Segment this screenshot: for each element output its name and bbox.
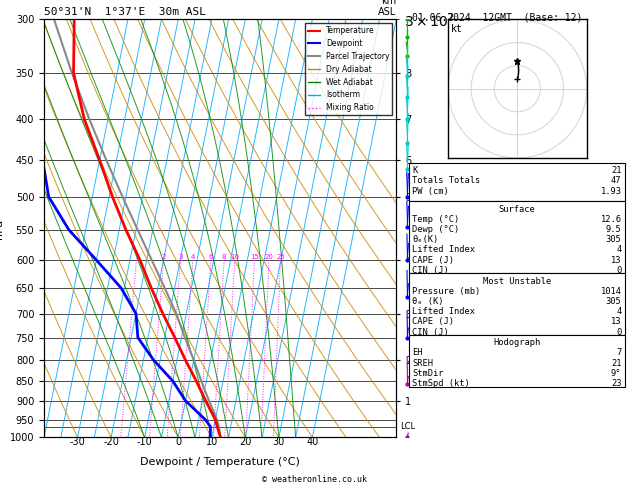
Text: 1: 1 (134, 254, 139, 260)
Text: 305: 305 (606, 235, 621, 244)
Text: 6: 6 (209, 254, 213, 260)
Text: -30: -30 (70, 437, 86, 448)
Text: 0: 0 (175, 437, 181, 448)
Text: CIN (J): CIN (J) (412, 328, 448, 337)
Y-axis label: hPa: hPa (0, 218, 4, 239)
Text: 3: 3 (178, 254, 182, 260)
Text: CIN (J): CIN (J) (412, 266, 448, 275)
Text: Temp (°C): Temp (°C) (412, 215, 459, 224)
Text: 30: 30 (273, 437, 285, 448)
Text: StmSpd (kt): StmSpd (kt) (412, 379, 470, 388)
Text: EH: EH (412, 348, 423, 358)
Text: 9°: 9° (611, 369, 621, 378)
Text: LCL: LCL (400, 422, 415, 432)
Text: 2: 2 (162, 254, 166, 260)
Text: 20: 20 (239, 437, 252, 448)
Text: Lifted Index: Lifted Index (412, 245, 475, 255)
Text: θₑ (K): θₑ (K) (412, 297, 443, 306)
Text: 13: 13 (611, 317, 621, 327)
Text: Totals Totals: Totals Totals (412, 176, 481, 186)
Text: SREH: SREH (412, 359, 433, 368)
Text: 0: 0 (616, 328, 621, 337)
Text: 8: 8 (222, 254, 226, 260)
Text: 12.6: 12.6 (601, 215, 621, 224)
Text: km
ASL: km ASL (378, 0, 396, 17)
Text: 10: 10 (230, 254, 239, 260)
Text: 40: 40 (306, 437, 318, 448)
Text: -10: -10 (136, 437, 153, 448)
Text: 4: 4 (191, 254, 195, 260)
Text: Surface: Surface (498, 205, 535, 214)
Text: 25: 25 (276, 254, 285, 260)
Text: Pressure (mb): Pressure (mb) (412, 287, 481, 296)
Legend: Temperature, Dewpoint, Parcel Trajectory, Dry Adiabat, Wet Adiabat, Isotherm, Mi: Temperature, Dewpoint, Parcel Trajectory… (305, 23, 392, 115)
Text: Most Unstable: Most Unstable (482, 277, 551, 286)
Text: 21: 21 (611, 166, 621, 175)
Text: 10: 10 (206, 437, 218, 448)
Text: -20: -20 (103, 437, 119, 448)
Text: 4: 4 (616, 307, 621, 316)
Text: 47: 47 (611, 176, 621, 186)
Text: 50°31'N  1°37'E  30m ASL: 50°31'N 1°37'E 30m ASL (44, 7, 206, 17)
Text: 4: 4 (616, 245, 621, 255)
Text: kt: kt (451, 24, 462, 34)
Text: StmDir: StmDir (412, 369, 443, 378)
Text: 20: 20 (265, 254, 274, 260)
Text: K: K (412, 166, 417, 175)
Text: 1014: 1014 (601, 287, 621, 296)
Text: 1.93: 1.93 (601, 187, 621, 196)
Text: θₑ(K): θₑ(K) (412, 235, 438, 244)
Text: CAPE (J): CAPE (J) (412, 256, 454, 265)
Text: 7: 7 (616, 348, 621, 358)
Text: Hodograph: Hodograph (493, 338, 540, 347)
Text: 305: 305 (606, 297, 621, 306)
Text: 9.5: 9.5 (606, 225, 621, 234)
X-axis label: Dewpoint / Temperature (°C): Dewpoint / Temperature (°C) (140, 457, 300, 467)
Text: 15: 15 (250, 254, 259, 260)
Text: 01.06.2024  12GMT  (Base: 12): 01.06.2024 12GMT (Base: 12) (412, 12, 582, 22)
Text: CAPE (J): CAPE (J) (412, 317, 454, 327)
Text: Lifted Index: Lifted Index (412, 307, 475, 316)
Text: PW (cm): PW (cm) (412, 187, 448, 196)
Text: © weatheronline.co.uk: © weatheronline.co.uk (262, 474, 367, 484)
Text: Dewp (°C): Dewp (°C) (412, 225, 459, 234)
Text: 23: 23 (611, 379, 621, 388)
Text: 0: 0 (616, 266, 621, 275)
Text: 21: 21 (611, 359, 621, 368)
Text: 13: 13 (611, 256, 621, 265)
